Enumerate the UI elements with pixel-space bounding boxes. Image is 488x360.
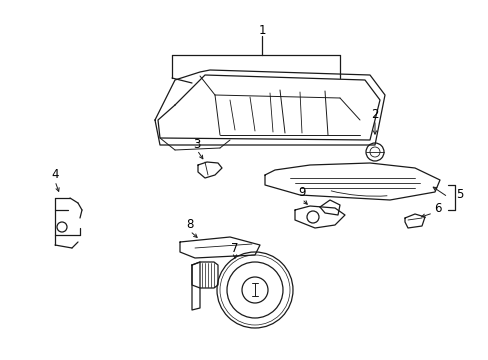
Text: 6: 6 [433,202,441,215]
Text: 2: 2 [370,108,378,122]
Text: 3: 3 [193,139,200,152]
Text: 4: 4 [51,168,59,181]
Text: 5: 5 [455,189,463,202]
Text: 7: 7 [231,242,238,255]
Text: 9: 9 [298,186,305,199]
Text: 1: 1 [258,23,265,36]
Text: 8: 8 [186,219,193,231]
